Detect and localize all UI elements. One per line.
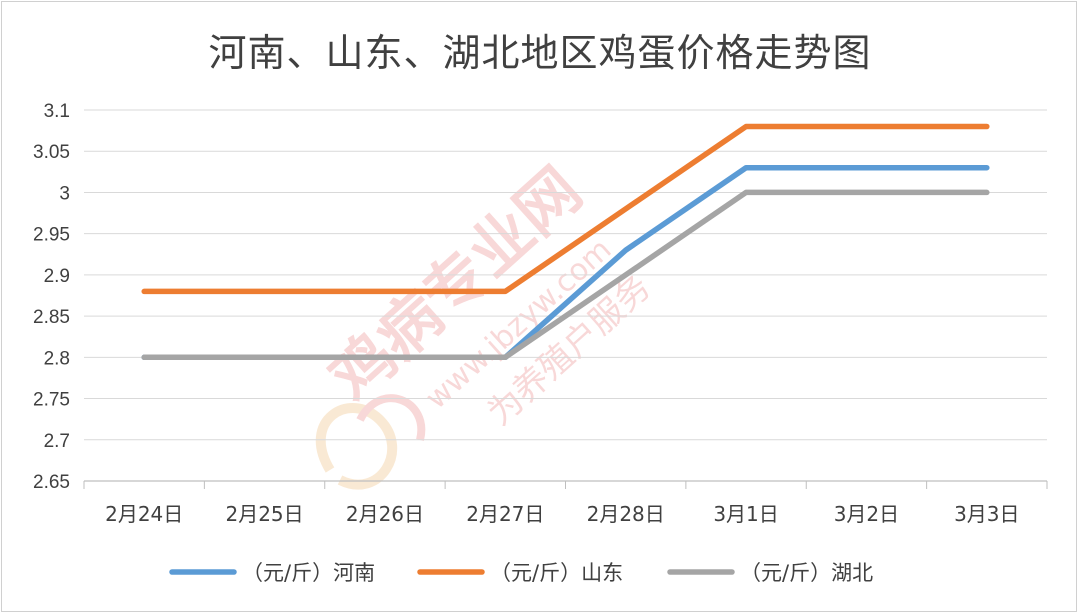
- x-tick-labels: 2月24日 2月25日 2月26日 2月27日 2月28日 3月1日 3月2日 3月3日: [105, 502, 1019, 526]
- x-tick-label: 3月1日: [713, 502, 778, 526]
- grid-lines: [84, 109, 1047, 441]
- legend-label: （元/斤）河南: [242, 561, 375, 585]
- x-tick-label: 3月3日: [954, 502, 1019, 526]
- y-tick-label: 3.05: [33, 142, 70, 163]
- y-tick-label: 2.85: [33, 307, 70, 328]
- watermark-logo: 鸡病专业网 www.jbzyw.com 为养殖户服务: [315, 153, 658, 490]
- legend-label: （元/斤）湖北: [740, 561, 873, 585]
- x-tick-label: 2月25日: [225, 502, 303, 526]
- x-tick-label: 3月2日: [834, 502, 899, 526]
- x-tick-label: 2月27日: [466, 502, 544, 526]
- y-tick-label: 3.1: [44, 101, 70, 122]
- y-tick-label: 2.7: [44, 431, 70, 452]
- y-tick-label: 2.65: [33, 472, 70, 493]
- x-axis: [83, 480, 1048, 489]
- x-tick-label: 2月24日: [105, 502, 183, 526]
- x-tick-label: 2月28日: [587, 502, 665, 526]
- legend: （元/斤）河南 （元/斤）山东 （元/斤）湖北: [169, 561, 873, 585]
- y-axis: 3.1 3.05 3 2.95 2.9 2.85 2.8 2.75 2.7 2.65: [33, 101, 70, 493]
- y-tick-label: 2.8: [44, 348, 70, 369]
- series-lines: [141, 123, 990, 361]
- chart-title: 河南、山东、湖北地区鸡蛋价格走势图: [208, 31, 872, 75]
- y-tick-label: 3: [59, 183, 70, 204]
- series-line: [141, 123, 990, 295]
- y-tick-label: 2.75: [33, 390, 70, 411]
- x-tick-label: 2月26日: [346, 502, 424, 526]
- legend-label: （元/斤）山东: [490, 561, 623, 585]
- y-tick-label: 2.9: [44, 266, 70, 287]
- series-line: [141, 189, 990, 361]
- y-tick-label: 2.95: [33, 225, 70, 246]
